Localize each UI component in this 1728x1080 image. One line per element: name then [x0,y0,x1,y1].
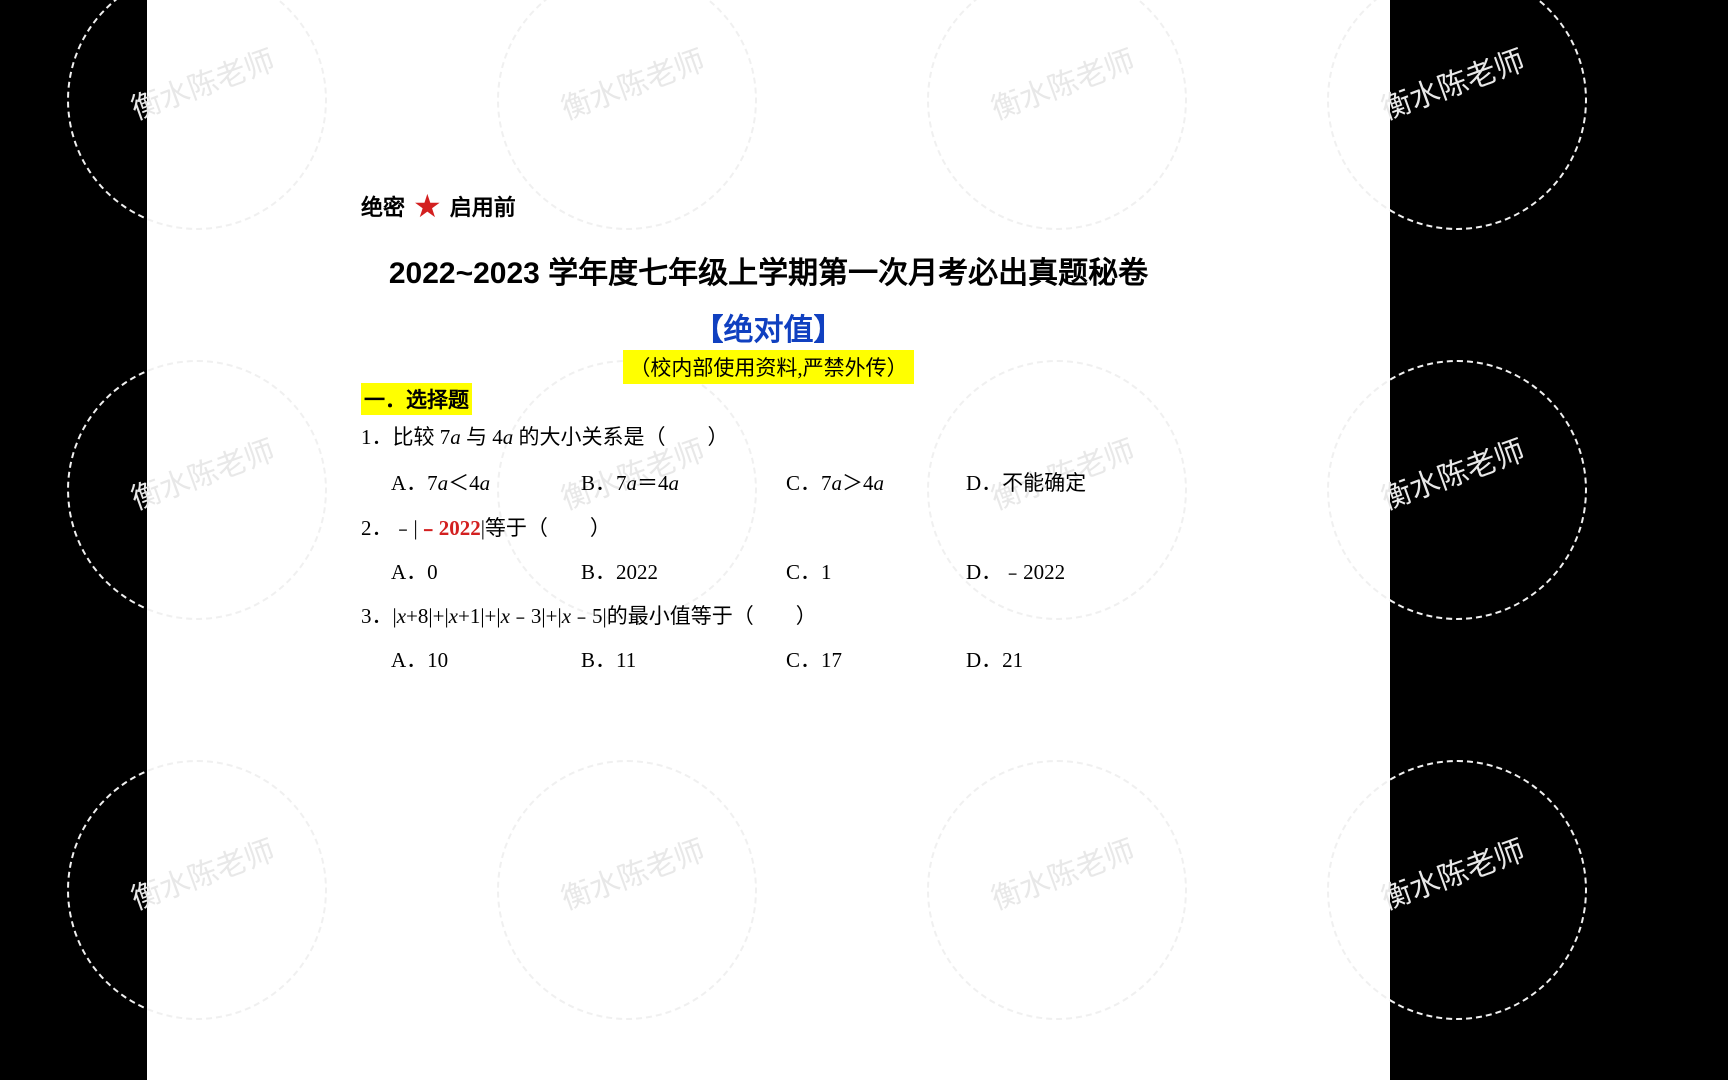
q3-opt-d: D．21 [966,644,1023,674]
watermark-circle [497,760,757,1020]
q1-opt-c: C．7a＞4a [786,467,966,497]
q1-v1: a [450,425,461,449]
question-3: 3．|x+8|+|x+1|+|x﹣3|+|x﹣5|的最小值等于（ ） [361,600,817,634]
q3-opt-b: B．11 [581,644,786,674]
q1-t3: 的大小关系是（ ） [513,425,728,449]
question-2: 2．﹣|﹣2022|等于（ ） [361,512,611,546]
watermark-circle [1327,0,1587,230]
q1-t1: 比较 7 [393,425,451,449]
classification-header: 绝密 ★ 启用前 [361,190,516,222]
warning-text: （校内部使用资料,严禁外传） [623,350,913,384]
q2-num: 2． [361,516,393,540]
q2-opt-c: C．1 [786,556,966,586]
question-1-options: A．7a＜4a B．7a＝4a C．7a＞4a D．不能确定 [391,467,1086,497]
q2-opt-d: D．﹣2022 [966,556,1065,586]
q2-post: |等于（ ） [481,516,611,540]
watermark-text: 衡水陈老师 [554,36,710,129]
q1-opt-b: B．7a＝4a [581,467,786,497]
q2-opt-b: B．2022 [581,556,786,586]
document-page: 衡水陈老师 衡水陈老师 衡水陈老师 衡水陈老师 衡水陈老师 衡水陈老师 衡水陈老… [147,0,1390,1080]
q2-red: ﹣2022 [418,516,481,540]
subtitle: 【绝对值】 [147,305,1390,349]
q3-opt-c: C．17 [786,644,966,674]
watermark-circle [497,0,757,230]
watermark-circle [927,760,1187,1020]
watermark-text: 衡水陈老师 [984,36,1140,129]
watermark-text: 衡水陈老师 [1374,426,1530,519]
question-1: 1．比较 7a 与 4a 的大小关系是（ ） [361,421,729,455]
q1-opt-a: A．7a＜4a [391,467,581,497]
q2-opt-a: A．0 [391,556,581,586]
question-3-options: A．10 B．11 C．17 D．21 [391,644,1023,674]
watermark-text: 衡水陈老师 [1374,36,1530,129]
watermark-text: 衡水陈老师 [124,826,280,919]
q3-num: 3． [361,604,393,628]
watermark-circle [67,0,327,230]
question-2-options: A．0 B．2022 C．1 D．﹣2022 [391,556,1065,586]
classification-left: 绝密 [361,190,405,222]
main-title: 2022~2023 学年度七年级上学期第一次月考必出真题秘卷 [147,248,1390,292]
q2-pre: ﹣| [393,516,418,540]
q1-t2: 与 4 [461,425,503,449]
watermark-circle [67,360,327,620]
section-heading-wrap: 一．选择题 [361,383,472,415]
watermark-text: 衡水陈老师 [1374,826,1530,919]
watermark-text: 衡水陈老师 [124,36,280,129]
watermark-circle [927,0,1187,230]
star-icon: ★ [413,190,442,222]
watermark-circle [67,760,327,1020]
q1-num: 1． [361,425,393,449]
watermark-circle [1327,760,1587,1020]
q1-opt-d: D．不能确定 [966,467,1086,497]
classification-right: 启用前 [450,190,516,222]
q3-opt-a: A．10 [391,644,581,674]
watermark-text: 衡水陈老师 [984,826,1140,919]
section-heading: 一．选择题 [361,383,472,415]
watermark-text: 衡水陈老师 [554,826,710,919]
watermark-circle [1327,360,1587,620]
warning-wrap: （校内部使用资料,严禁外传） [147,350,1390,384]
watermark-text: 衡水陈老师 [124,426,280,519]
q1-v2: a [503,425,514,449]
